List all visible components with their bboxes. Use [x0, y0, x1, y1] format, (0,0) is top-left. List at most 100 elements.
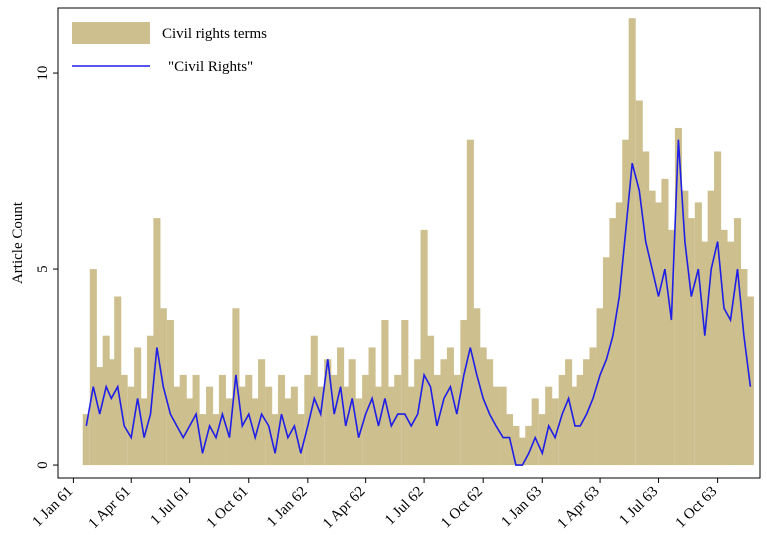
bar	[460, 320, 468, 466]
bar	[609, 218, 617, 466]
bar	[107, 359, 115, 466]
bar	[337, 347, 345, 466]
bar	[615, 202, 623, 466]
bar	[681, 190, 689, 466]
bar	[153, 218, 161, 466]
bar	[368, 347, 376, 466]
x-tick-label: 1 Apr 61	[86, 484, 134, 532]
bar	[635, 100, 643, 466]
bar	[284, 398, 292, 466]
bar	[740, 269, 748, 466]
x-tick-label: 1 Apr 63	[554, 484, 602, 532]
bar	[355, 398, 363, 466]
bar	[446, 347, 454, 466]
bar	[271, 414, 279, 466]
bar	[531, 398, 539, 466]
bar	[89, 269, 97, 466]
bar	[317, 386, 325, 466]
bar	[324, 359, 332, 466]
bar	[512, 425, 520, 466]
bar	[589, 347, 597, 466]
bar	[218, 374, 226, 466]
bar	[297, 414, 305, 466]
y-tick-label: 5	[35, 265, 51, 273]
x-tick-label: 1 Jul 63	[616, 484, 661, 529]
bar	[198, 414, 207, 466]
bar	[146, 335, 155, 466]
bar	[186, 398, 194, 466]
x-tick-label: 1 Jul 62	[382, 484, 427, 529]
x-tick-label: 1 Oct 62	[438, 484, 486, 532]
x-tick-label: 1 Jul 61	[148, 484, 193, 529]
y-tick-label: 10	[35, 66, 51, 81]
bar	[628, 18, 636, 466]
bar	[473, 308, 481, 466]
bar	[707, 190, 715, 466]
bar	[440, 359, 448, 466]
bar	[251, 398, 259, 466]
legend-label: Civil rights terms	[162, 26, 267, 42]
bar	[642, 151, 650, 466]
bar	[426, 335, 435, 466]
bar	[518, 437, 526, 466]
bar	[538, 414, 546, 466]
bar	[499, 386, 507, 466]
bar	[381, 320, 389, 466]
bar	[192, 374, 200, 466]
bar	[648, 190, 656, 466]
bar	[401, 320, 409, 466]
bar	[212, 414, 220, 466]
bar	[394, 374, 402, 466]
bar	[120, 374, 128, 466]
bar	[232, 308, 240, 466]
bar	[114, 296, 122, 466]
bar	[525, 425, 533, 466]
x-tick-label: 1 Oct 61	[204, 484, 252, 532]
x-tick-label: 1 Jan 61	[30, 484, 77, 531]
bar	[258, 359, 266, 466]
bar	[453, 374, 461, 466]
bar	[330, 374, 338, 466]
bar	[362, 374, 370, 466]
y-axis-label: Article Count	[10, 201, 26, 284]
bar	[466, 139, 474, 466]
x-tick-label: 1 Oct 63	[673, 484, 721, 532]
bar	[694, 202, 702, 466]
bar	[140, 398, 148, 466]
line	[85, 139, 752, 466]
bar	[733, 218, 742, 466]
bar	[596, 308, 604, 466]
bar	[687, 218, 695, 466]
legend-swatch	[72, 22, 150, 44]
bar	[166, 320, 174, 466]
bar	[433, 374, 441, 466]
bar	[102, 335, 110, 466]
bar	[714, 151, 722, 466]
legend-label: "Civil Rights"	[168, 59, 253, 75]
x-tick-label: 1 Apr 62	[320, 484, 368, 532]
bar	[127, 386, 135, 466]
bar	[551, 398, 559, 466]
bar	[82, 414, 90, 466]
bar	[348, 359, 356, 466]
bar	[179, 374, 187, 466]
bar	[96, 367, 104, 466]
bar	[245, 374, 253, 466]
bar	[479, 347, 487, 466]
bar	[420, 229, 428, 466]
x-tick-label: 1 Jan 62	[264, 484, 311, 531]
bar	[622, 139, 630, 466]
x-tick-label: 1 Jan 63	[498, 484, 545, 531]
bar	[134, 347, 142, 466]
bar	[304, 374, 312, 466]
bar	[277, 374, 286, 466]
bar	[674, 127, 682, 466]
bar	[726, 241, 734, 466]
y-tick-label: 0	[35, 461, 51, 469]
bar	[654, 202, 663, 466]
bar	[667, 229, 675, 466]
bar	[720, 229, 728, 466]
bar	[565, 359, 573, 466]
bar	[576, 374, 584, 466]
